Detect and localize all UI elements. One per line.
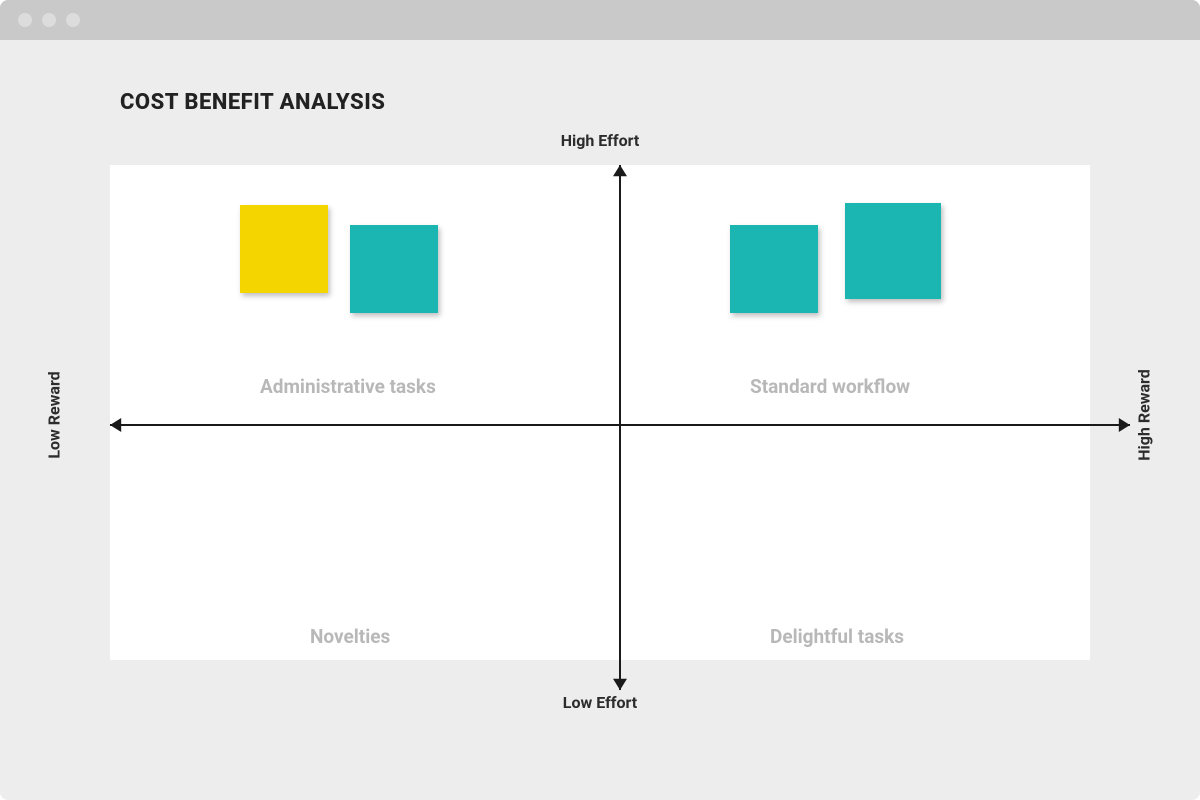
axis-label-right: High Reward — [1135, 369, 1154, 461]
window-dot-icon — [42, 13, 56, 27]
axis-label-top: High Effort — [561, 131, 640, 150]
quadrant-label: Novelties — [310, 625, 390, 648]
page-title: COST BENEFIT ANALYSIS — [120, 90, 1140, 115]
window-dot-icon — [66, 13, 80, 27]
sticky-note[interactable] — [730, 225, 818, 313]
quadrant-label: Standard workflow — [750, 375, 910, 398]
quadrant-label: Administrative tasks — [260, 375, 436, 398]
sticky-note[interactable] — [350, 225, 438, 313]
browser-frame: COST BENEFIT ANALYSIS High Effort Low Ef… — [0, 0, 1200, 800]
axis-label-left: Low Reward — [45, 371, 64, 458]
axis-label-bottom: Low Effort — [563, 693, 637, 712]
canvas-area: COST BENEFIT ANALYSIS High Effort Low Ef… — [0, 40, 1200, 800]
quadrant-label: Delightful tasks — [770, 625, 904, 648]
quadrant-chart: High Effort Low Effort Low Reward High R… — [100, 125, 1100, 685]
window-dot-icon — [18, 13, 32, 27]
sticky-note[interactable] — [240, 205, 328, 293]
window-titlebar — [0, 0, 1200, 40]
sticky-note[interactable] — [845, 203, 941, 299]
